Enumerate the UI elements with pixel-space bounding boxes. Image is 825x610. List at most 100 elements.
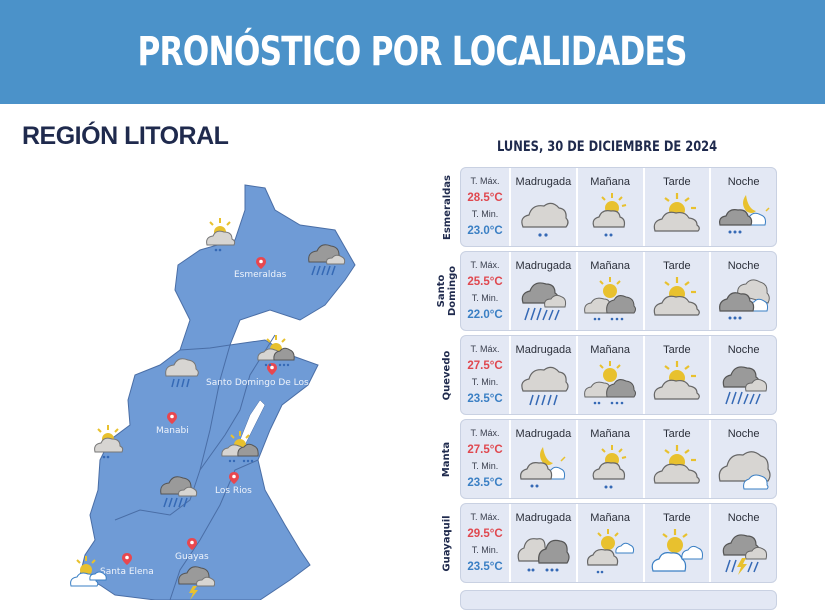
page-title: PRONÓSTICO POR LOCALIDADES bbox=[137, 29, 688, 75]
period-label: Mañana bbox=[590, 260, 630, 272]
forecast-card: T. Máx. 29.5°C T. Min. 23.5°C Madrugada … bbox=[460, 503, 777, 583]
max-temp-value: 27.5°C bbox=[467, 359, 503, 372]
pin-esmeraldas-icon[interactable] bbox=[256, 257, 266, 269]
forecast-row-quevedo: Quevedo T. Máx. 27.5°C T. Min. 23.5°C Ma… bbox=[436, 335, 781, 415]
period-madrugada: Madrugada bbox=[511, 168, 578, 246]
period-manana: Mañana bbox=[578, 252, 645, 330]
period-noche: Noche bbox=[711, 504, 776, 582]
city-label: Manta bbox=[436, 419, 458, 499]
map-partly-cloudy-showers-icon-2 bbox=[221, 431, 259, 463]
city-label: Quevedo bbox=[436, 335, 458, 415]
map-heavy-rain-icon bbox=[308, 244, 346, 276]
map-label-esmeraldas: Esmeraldas bbox=[234, 270, 287, 280]
night-cloudy-rain-icon bbox=[718, 195, 770, 234]
min-temp-label: T. Min. bbox=[471, 292, 499, 303]
cloudy-rain-icon bbox=[521, 366, 569, 406]
period-label: Tarde bbox=[663, 176, 691, 188]
city-name: Quevedo bbox=[441, 350, 453, 400]
temperature-block: T. Máx. 25.5°C T. Min. 22.0°C bbox=[461, 252, 511, 330]
period-madrugada: Madrugada bbox=[511, 504, 578, 582]
period-noche: Noche bbox=[711, 252, 776, 330]
city-label: Esmeraldas bbox=[436, 167, 458, 247]
temperature-block: T. Máx. 29.5°C T. Min. 23.5°C bbox=[461, 504, 511, 582]
city-name: Manta bbox=[441, 441, 453, 477]
map-label-santa-elena: Santa Elena bbox=[100, 567, 154, 577]
partly-cloudy-icon bbox=[653, 193, 700, 232]
period-tarde: Tarde bbox=[645, 504, 712, 582]
pin-manabi-icon[interactable] bbox=[167, 412, 177, 424]
night-cloudy-rain-icon bbox=[718, 279, 770, 320]
pin-los-rios-icon[interactable] bbox=[229, 472, 239, 484]
max-temp-value: 25.5°C bbox=[467, 275, 503, 288]
pin-santa-elena-icon[interactable] bbox=[122, 553, 132, 565]
period-label: Noche bbox=[727, 428, 760, 440]
period-label: Madrugada bbox=[515, 512, 572, 524]
forecast-row-manta: Manta T. Máx. 27.5°C T. Min. 23.5°C Madr… bbox=[436, 419, 781, 499]
min-temp-value: 23.5°C bbox=[467, 560, 503, 573]
period-madrugada: Madrugada bbox=[511, 252, 578, 330]
map-shape bbox=[79, 184, 356, 601]
period-noche: Noche bbox=[711, 336, 776, 414]
period-label: Madrugada bbox=[515, 176, 572, 188]
map-thunderstorm-icon bbox=[178, 566, 215, 600]
max-temp-label: T. Máx. bbox=[470, 175, 500, 186]
map-label-guayas: Guayas bbox=[175, 552, 209, 562]
city-name: Guayaquil bbox=[441, 514, 453, 572]
forecast-row-esmeraldas: Esmeraldas T. Máx. 28.5°C T. Min. 23.0°C… bbox=[436, 167, 781, 247]
period-label: Madrugada bbox=[515, 428, 572, 440]
period-tarde: Tarde bbox=[645, 168, 712, 246]
period-label: Tarde bbox=[663, 344, 691, 356]
partly-cloudy-icon bbox=[653, 277, 700, 316]
min-temp-label: T. Min. bbox=[471, 376, 499, 387]
partly-cloudy-showers-icon bbox=[584, 361, 637, 405]
map-label-manabi: Manabi bbox=[156, 426, 189, 436]
forecast-row-guayaquil: Guayaquil T. Máx. 29.5°C T. Min. 23.5°C … bbox=[436, 503, 781, 583]
period-label: Madrugada bbox=[515, 344, 572, 356]
map-partly-cloudy-light-rain-icon bbox=[94, 425, 124, 459]
period-manana: Mañana bbox=[578, 168, 645, 246]
max-temp-label: T. Máx. bbox=[470, 511, 500, 522]
max-temp-value: 28.5°C bbox=[467, 191, 503, 204]
cloudy-showers-icon bbox=[517, 538, 570, 572]
region-map: Esmeraldas Santo Domingo De Los Manabi L… bbox=[60, 170, 360, 601]
partly-cloudy-icon bbox=[653, 361, 700, 400]
heavy-rain-icon bbox=[722, 366, 767, 405]
period-label: Tarde bbox=[663, 512, 691, 524]
period-tarde: Tarde bbox=[645, 420, 712, 498]
period-label: Tarde bbox=[663, 428, 691, 440]
period-manana: Mañana bbox=[578, 336, 645, 414]
partly-cloudy-light-rain-icon bbox=[592, 193, 627, 237]
map-label-los-rios: Los Rios bbox=[215, 486, 252, 496]
max-temp-value: 29.5°C bbox=[467, 527, 503, 540]
period-noche: Noche bbox=[711, 168, 776, 246]
period-madrugada: Madrugada bbox=[511, 336, 578, 414]
min-temp-label: T. Min. bbox=[471, 544, 499, 555]
city-label: Guayaquil bbox=[436, 503, 458, 583]
map-partly-cloudy-icon bbox=[206, 218, 236, 252]
forecast-card-partial bbox=[460, 590, 777, 610]
map-cloudy-rain-icon bbox=[165, 358, 199, 388]
period-label: Mañana bbox=[590, 428, 630, 440]
overcast-icon bbox=[718, 451, 771, 490]
partly-sunny-icon bbox=[651, 529, 703, 572]
map-partly-sunny-icon bbox=[70, 556, 107, 587]
min-temp-value: 23.5°C bbox=[467, 392, 503, 405]
map-heavy-rain-icon-2 bbox=[160, 476, 198, 508]
period-madrugada: Madrugada bbox=[511, 420, 578, 498]
period-label: Madrugada bbox=[515, 260, 572, 272]
period-manana: Mañana bbox=[578, 504, 645, 582]
partly-cloudy-icon bbox=[653, 445, 700, 484]
period-tarde: Tarde bbox=[645, 336, 712, 414]
period-label: Noche bbox=[727, 176, 760, 188]
min-temp-value: 23.0°C bbox=[467, 224, 503, 237]
map-partly-cloudy-showers-icon bbox=[257, 335, 295, 367]
thunderstorm-icon bbox=[722, 534, 767, 575]
min-temp-label: T. Min. bbox=[471, 460, 499, 471]
min-temp-value: 23.5°C bbox=[467, 476, 503, 489]
period-noche: Noche bbox=[711, 420, 776, 498]
min-temp-label: T. Min. bbox=[471, 208, 499, 219]
temperature-block: T. Máx. 27.5°C T. Min. 23.5°C bbox=[461, 336, 511, 414]
forecast-card: T. Máx. 25.5°C T. Min. 22.0°C Madrugada … bbox=[460, 251, 777, 331]
max-temp-label: T. Máx. bbox=[470, 427, 500, 438]
pin-guayas-icon[interactable] bbox=[187, 538, 197, 550]
